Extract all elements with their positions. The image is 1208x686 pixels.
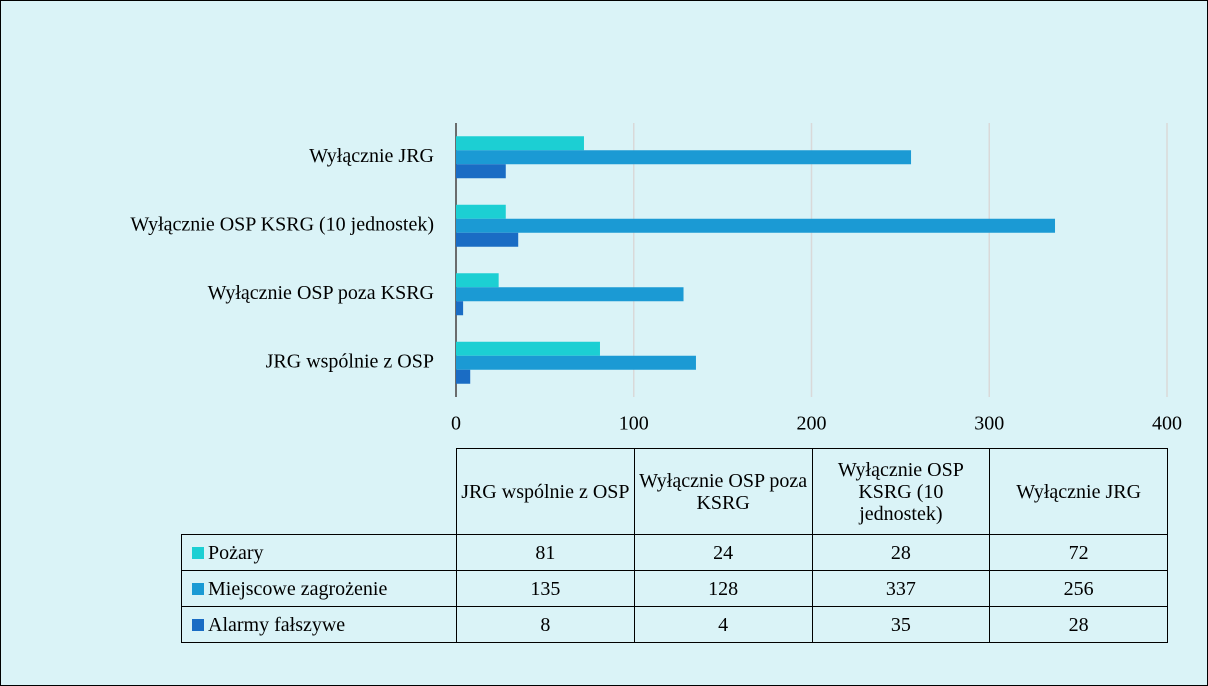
- x-tick-label: 400: [1152, 413, 1182, 435]
- y-tick-label: JRG wspólnie z OSP: [266, 350, 434, 372]
- bar: [456, 136, 584, 151]
- legend-label: Pożary: [208, 541, 264, 564]
- legend-cell: Miejscowe zagrożenie: [181, 570, 457, 607]
- x-tick-label: 100: [619, 413, 649, 435]
- table-value: 72: [989, 534, 1168, 571]
- bar: [456, 204, 506, 219]
- table-value: 135: [456, 570, 635, 607]
- x-tick-label: 0: [451, 413, 461, 435]
- bar: [456, 369, 471, 384]
- legend-swatch: [192, 582, 204, 595]
- table-value: 8: [456, 606, 635, 643]
- legend-swatch: [192, 618, 204, 631]
- bar: [456, 150, 912, 165]
- table-value: 337: [811, 570, 991, 607]
- table-value: 256: [989, 570, 1168, 607]
- x-tick-label: 300: [974, 413, 1004, 435]
- table-value: 24: [633, 534, 813, 571]
- legend-label: Miejscowe zagrożenie: [208, 577, 388, 600]
- table-value: 28: [811, 534, 991, 571]
- legend-cell: Pożary: [181, 534, 457, 571]
- legend-label: Alarmy fałszywe: [208, 613, 346, 636]
- bar: [456, 287, 684, 302]
- y-tick-label: Wyłącznie OSP KSRG (10 jednostek): [130, 213, 434, 235]
- bar: [456, 355, 696, 370]
- table-header: Wyłącznie OSP poza KSRG: [633, 448, 813, 535]
- table-value: 4: [633, 606, 813, 643]
- table-value: 35: [811, 606, 991, 643]
- table-header: Wyłącznie OSP KSRG (10 jednostek): [811, 448, 991, 535]
- table-header: JRG wspólnie z OSP: [456, 448, 635, 535]
- y-tick-label: Wyłącznie JRG: [309, 145, 434, 167]
- table-header: Wyłącznie JRG: [989, 448, 1168, 535]
- table-value: 28: [989, 606, 1168, 643]
- table-value: 128: [633, 570, 813, 607]
- x-tick-label: 200: [797, 413, 827, 435]
- legend-swatch: [192, 546, 204, 559]
- bar: [456, 341, 600, 356]
- bar: [456, 218, 1056, 233]
- bar: [456, 301, 464, 316]
- bar: [456, 164, 506, 179]
- bar: [456, 232, 519, 247]
- legend-cell: Alarmy fałszywe: [181, 606, 457, 643]
- y-tick-label: Wyłącznie OSP poza KSRG: [208, 282, 434, 304]
- bar: [456, 273, 499, 288]
- table-value: 81: [456, 534, 635, 571]
